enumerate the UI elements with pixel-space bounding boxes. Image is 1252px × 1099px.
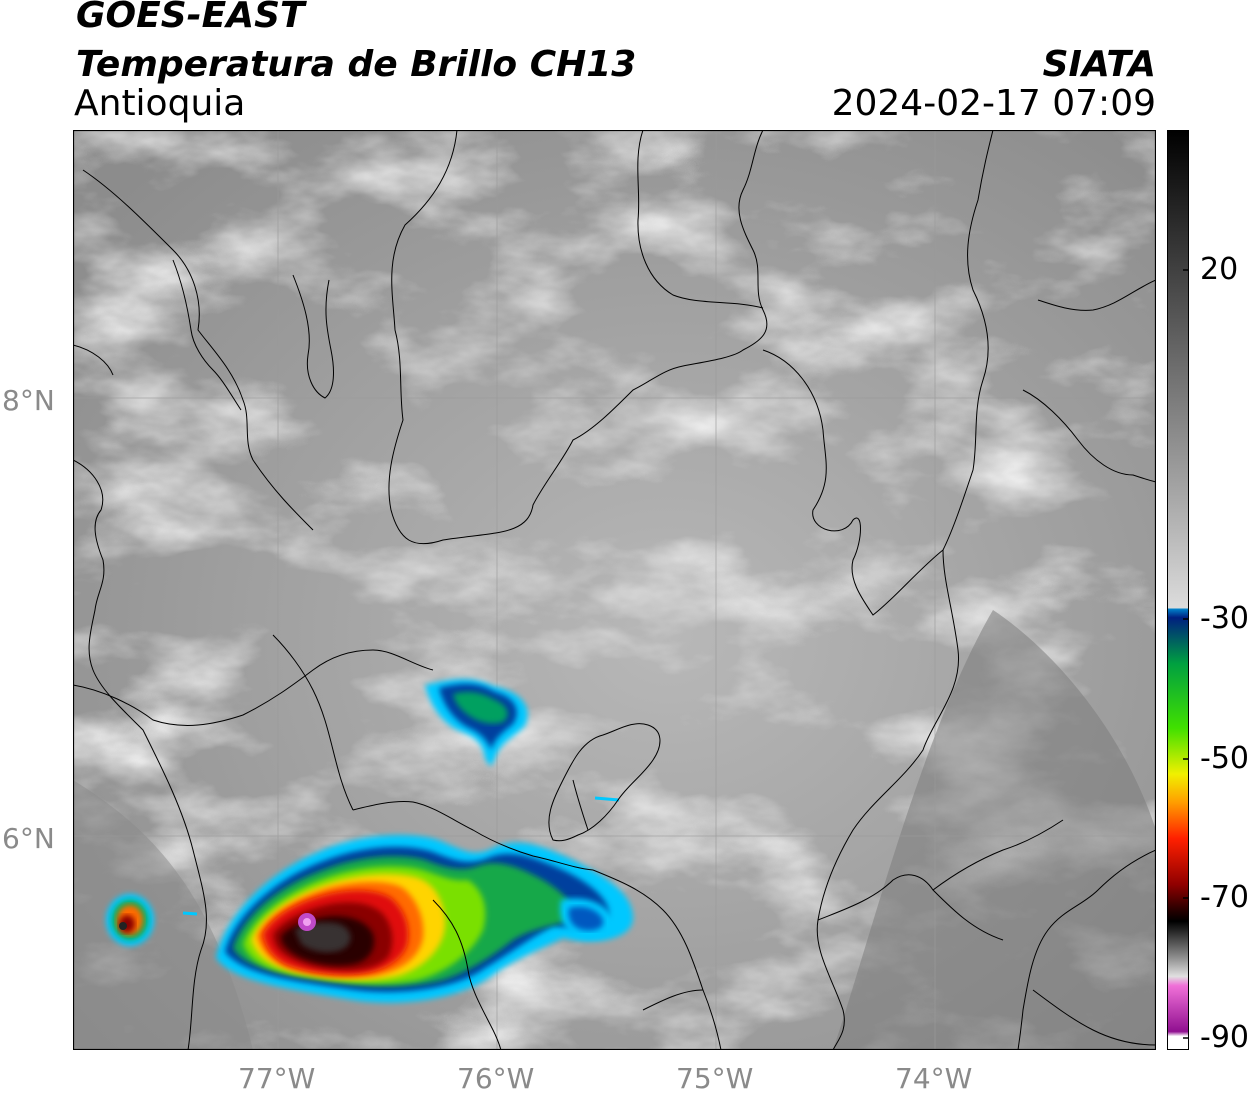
admin-boundaries	[73, 130, 1156, 1050]
satellite-map	[73, 130, 1156, 1050]
colorbar-tick-20: 20	[1200, 252, 1239, 287]
storm-cell-east	[182, 796, 620, 939]
region-label: Antioquia	[74, 83, 246, 124]
satellite-title: GOES-EAST	[76, 0, 305, 36]
colorbar-tick-minus70: -70	[1200, 880, 1249, 915]
lon-label-77w: 77°W	[238, 1062, 316, 1095]
lat-label-8n: 8°N	[2, 384, 55, 417]
storm-cell-west	[106, 894, 154, 946]
gridlines	[73, 130, 1156, 1050]
dark-terrain-east	[833, 610, 1156, 1050]
temperature-colorbar	[1167, 130, 1189, 1050]
product-title: Temperatura de Brillo CH13	[76, 44, 637, 85]
lon-label-75w: 75°W	[676, 1062, 754, 1095]
coastline	[73, 169, 334, 1050]
colorbar-tick-minus30: -30	[1200, 601, 1249, 636]
storm-cell-main	[216, 835, 633, 1003]
storm-cell-north	[425, 679, 528, 766]
colorbar-tick-minus50: -50	[1200, 741, 1249, 776]
agency-label: SIATA	[1042, 44, 1156, 85]
lon-label-76w: 76°W	[457, 1062, 535, 1095]
lat-label-6n: 6°N	[2, 822, 55, 855]
dark-terrain-southwest	[73, 780, 253, 1050]
timestamp-label: 2024-02-17 07:09	[831, 83, 1156, 124]
colorbar-tick-minus90: -90	[1200, 1020, 1249, 1055]
lon-label-74w: 74°W	[895, 1062, 973, 1095]
